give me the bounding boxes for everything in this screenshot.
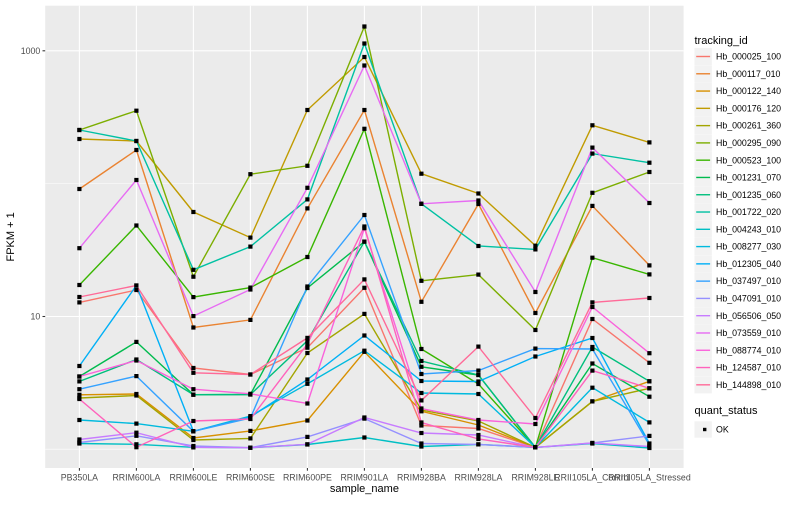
svg-text:RRIM928LA: RRIM928LA <box>454 473 502 483</box>
svg-text:tracking_id: tracking_id <box>695 35 748 47</box>
svg-text:RRIM600LE: RRIM600LE <box>169 473 217 483</box>
svg-text:Hb_000261_360: Hb_000261_360 <box>716 121 781 131</box>
svg-text:Hb_037497_010: Hb_037497_010 <box>716 276 781 286</box>
svg-text:PB350LA: PB350LA <box>61 473 98 483</box>
svg-text:RRIM600LA: RRIM600LA <box>112 473 160 483</box>
svg-text:Hb_001722_020: Hb_001722_020 <box>716 207 781 217</box>
svg-text:RRII105LA_Stressed: RRII105LA_Stressed <box>608 473 691 483</box>
svg-text:Hb_001235_060: Hb_001235_060 <box>716 190 781 200</box>
svg-text:Hb_000025_100: Hb_000025_100 <box>716 52 781 62</box>
svg-text:Hb_001231_070: Hb_001231_070 <box>716 173 781 183</box>
svg-text:Hb_008277_030: Hb_008277_030 <box>716 242 781 252</box>
svg-text:Hb_000176_120: Hb_000176_120 <box>716 103 781 113</box>
svg-text:RRIM600PE: RRIM600PE <box>283 473 332 483</box>
svg-text:RRII105LA_Control: RRII105LA_Control <box>554 473 630 483</box>
svg-text:RRIM600SE: RRIM600SE <box>226 473 275 483</box>
svg-text:Hb_124587_010: Hb_124587_010 <box>716 363 781 373</box>
svg-text:RRIM928LE: RRIM928LE <box>511 473 559 483</box>
svg-text:OK: OK <box>716 425 729 435</box>
svg-text:Hb_144898_010: Hb_144898_010 <box>716 380 781 390</box>
svg-text:Hb_073559_010: Hb_073559_010 <box>716 328 781 338</box>
svg-text:Hb_012305_040: Hb_012305_040 <box>716 259 781 269</box>
svg-text:Hb_000295_090: Hb_000295_090 <box>716 138 781 148</box>
svg-text:sample_name: sample_name <box>330 483 399 495</box>
svg-text:Hb_000117_010: Hb_000117_010 <box>716 69 781 79</box>
svg-text:1000: 1000 <box>21 46 41 56</box>
svg-text:quant_status: quant_status <box>695 405 758 417</box>
svg-text:Hb_004243_010: Hb_004243_010 <box>716 224 781 234</box>
svg-text:Hb_047091_010: Hb_047091_010 <box>716 294 781 304</box>
svg-text:RRIM901LA: RRIM901LA <box>340 473 388 483</box>
svg-text:10: 10 <box>31 312 41 322</box>
svg-text:Hb_056506_050: Hb_056506_050 <box>716 311 781 321</box>
svg-text:RRIM928BA: RRIM928BA <box>397 473 446 483</box>
svg-text:Hb_000523_100: Hb_000523_100 <box>716 155 781 165</box>
svg-text:Hb_088774_010: Hb_088774_010 <box>716 345 781 355</box>
svg-text:FPKM + 1: FPKM + 1 <box>5 212 17 261</box>
svg-text:Hb_000122_140: Hb_000122_140 <box>716 86 781 96</box>
